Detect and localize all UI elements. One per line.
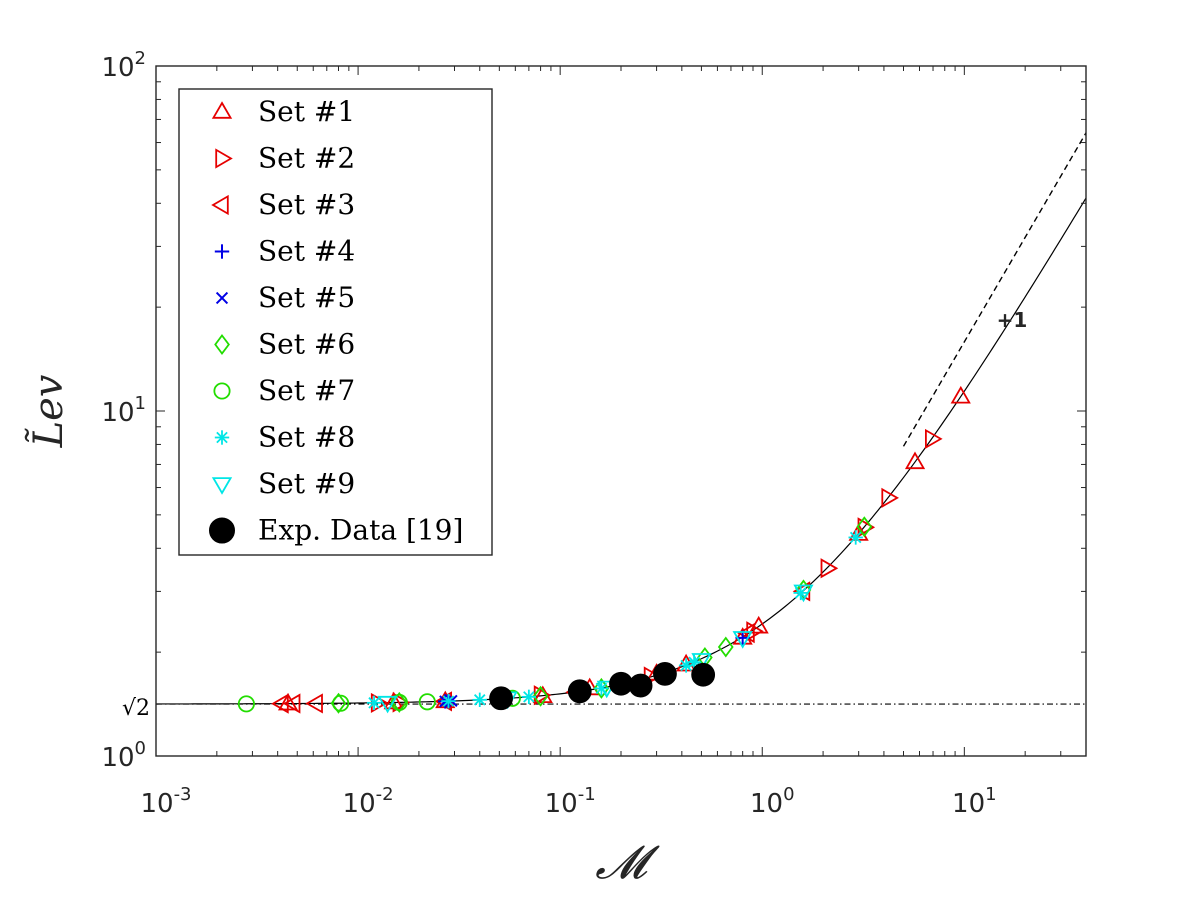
- data-point: [489, 686, 513, 711]
- legend-item: Set #8: [214, 421, 355, 454]
- legend-item: Set #9: [211, 467, 355, 500]
- x-tick-label: 100: [750, 784, 795, 819]
- legend-marker: [208, 517, 235, 544]
- legend-label: Set #5: [258, 281, 355, 314]
- legend-item: Set #2: [215, 142, 355, 175]
- legend-label: Set #3: [258, 188, 355, 221]
- data-point: [732, 631, 753, 649]
- legend-label: Set #1: [258, 95, 355, 128]
- legend-item: Set #3: [211, 188, 355, 221]
- x-axis-label: 𝓜: [595, 835, 660, 889]
- data-point: [609, 671, 633, 696]
- legend-marker: [214, 430, 230, 445]
- slope-annotation: +1: [997, 308, 1028, 332]
- legend-item: Set #1: [211, 95, 355, 128]
- legend-item: Exp. Data [19]: [208, 514, 463, 547]
- data-point: [418, 693, 436, 711]
- data-point: [441, 693, 456, 709]
- legend-label: Set #2: [258, 142, 355, 175]
- data-point: [628, 673, 653, 698]
- data-point: [305, 693, 323, 714]
- legend-marker: [213, 382, 231, 400]
- data-point: [793, 584, 814, 603]
- legend-marker: [215, 148, 233, 169]
- sqrt2-label: √2: [122, 696, 150, 721]
- data-point: [366, 695, 382, 711]
- reference-lines: [156, 132, 1087, 705]
- legend-marker: [211, 101, 233, 119]
- legend-label: Set #7: [258, 374, 355, 407]
- y-tick-label: 101: [101, 393, 146, 428]
- y-axis-label: L̃ev: [25, 374, 72, 448]
- data-point: [848, 530, 863, 545]
- data-point: [820, 558, 839, 579]
- y-tick-label: 100: [101, 738, 146, 773]
- x-tick-label: 10-1: [545, 784, 596, 819]
- data-point: [567, 679, 592, 704]
- data-point: [532, 685, 549, 707]
- legend-item: Set #4: [214, 235, 355, 268]
- y-tick-label: 102: [101, 48, 146, 83]
- svg-text:L̃ev: L̃ev: [25, 374, 72, 448]
- data-point: [271, 693, 289, 714]
- legend-label: Set #9: [258, 467, 355, 500]
- data-point: [472, 692, 487, 708]
- legend-item: Set #7: [213, 374, 355, 407]
- data-point: [282, 693, 301, 714]
- data-point: [881, 487, 900, 508]
- x-tick-label: 10-3: [140, 784, 191, 819]
- data-point: [691, 662, 716, 687]
- data-point: [856, 516, 873, 538]
- x-tick-label: 10-2: [343, 784, 394, 819]
- legend-label: Exp. Data [19]: [258, 514, 463, 547]
- ticks: [155, 65, 1087, 757]
- legend-item: Set #6: [214, 328, 355, 361]
- legend-item: Set #5: [215, 281, 355, 314]
- data-point: [390, 693, 408, 711]
- data-point: [717, 636, 734, 658]
- data-point: [521, 689, 537, 705]
- data-point: [925, 428, 943, 450]
- legend-label: Set #8: [258, 421, 355, 454]
- data-point: [377, 695, 398, 714]
- x-tick-label: 101: [952, 784, 997, 819]
- data-point: [904, 451, 926, 470]
- data-point: [691, 653, 712, 671]
- legend-marker: [215, 291, 229, 305]
- data-points: [237, 385, 971, 714]
- legend-label: Set #6: [258, 328, 355, 361]
- slope-reference-line: [902, 132, 1087, 447]
- data-point: [593, 677, 610, 699]
- data-point: [950, 385, 971, 404]
- data-point: [332, 694, 350, 712]
- legend: Set #1 Set #2 Set #3 Set #4 Set #5 Set #6 Set …: [178, 88, 493, 556]
- legend-marker: [214, 333, 230, 356]
- tick-labels: 10-3 10-2 10-1 100 101 100 101 102: [101, 48, 996, 819]
- legend-marker: [214, 244, 230, 259]
- legend-marker: [211, 477, 233, 495]
- data-point: [237, 695, 255, 713]
- data-point: [653, 661, 677, 686]
- legend-marker: [211, 194, 229, 216]
- legend-label: Set #4: [258, 235, 355, 268]
